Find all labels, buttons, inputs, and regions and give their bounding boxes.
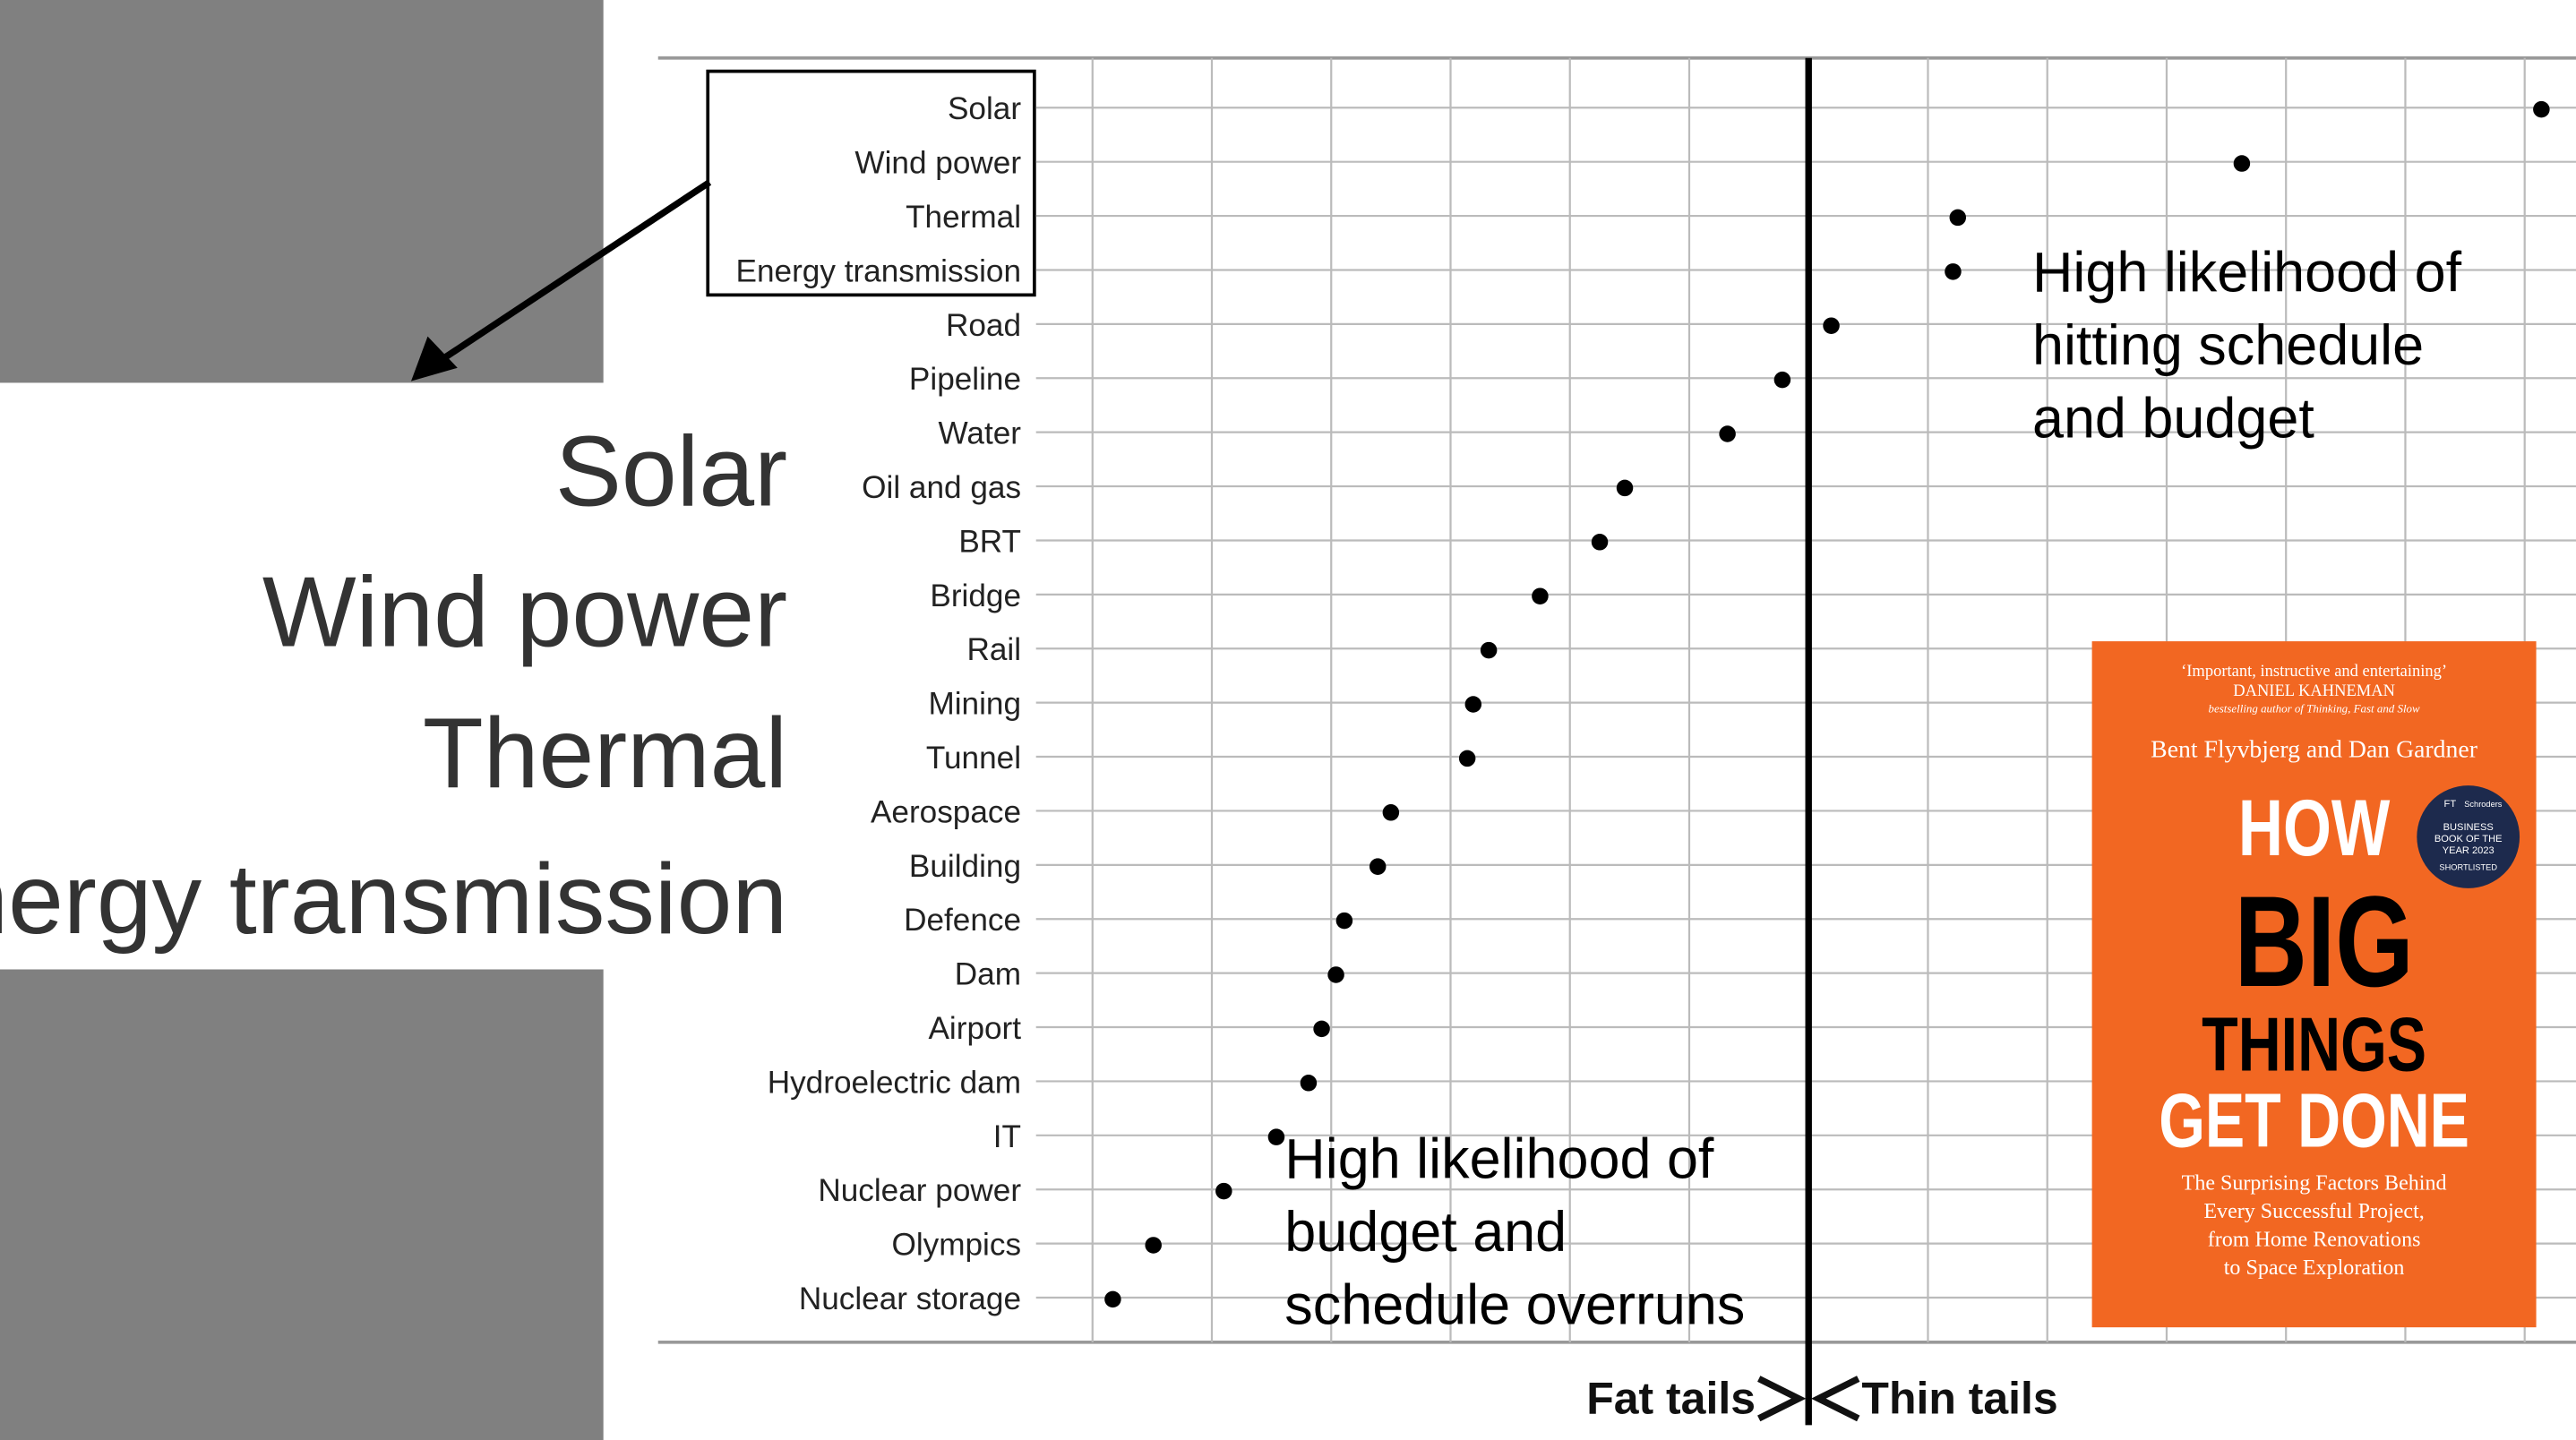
category-label: Wind power [854, 146, 1021, 181]
dot [2533, 100, 2550, 118]
zoom-label: Thermal [423, 697, 787, 809]
category-label: Solar [948, 91, 1021, 126]
cover-badge-text: BUSINESS [2443, 822, 2494, 833]
cover-badge [2417, 785, 2520, 888]
category-label: Building [909, 849, 1021, 884]
category-label: Airport [928, 1011, 1021, 1046]
x-left-label: Fat tails [1586, 1373, 1756, 1423]
dot [1267, 1128, 1285, 1145]
chevron [1757, 1376, 1807, 1422]
cover-badge-text: BOOK OF THE [2434, 834, 2503, 844]
dot [1300, 1075, 1318, 1092]
annotation: High likelihood of [1284, 1128, 1714, 1191]
category-label: Thermal [906, 200, 1021, 235]
cover-endorser: DANIEL KAHNEMAN [2233, 682, 2395, 700]
cover-subtitle: from Home Renovations [2208, 1229, 2421, 1252]
cover-badge-text: Schroders [2464, 800, 2503, 809]
cover-title: BIG [2235, 870, 2414, 1015]
cover-subtitle: to Space Exploration [2224, 1256, 2405, 1280]
cover-badge-text: FT [2444, 799, 2457, 810]
dot [1313, 1020, 1330, 1038]
dot [1773, 371, 1791, 389]
dot [1104, 1290, 1121, 1308]
dot [1480, 641, 1498, 659]
cover-badge-text: YEAR 2023 [2443, 845, 2494, 856]
dot [1532, 587, 1549, 604]
annotation: hitting schedule [2032, 314, 2424, 377]
cover-bg [2091, 641, 2537, 1328]
dot [1949, 209, 1967, 227]
cover-authors: Bent Flyvbjerg and Dan Gardner [2151, 736, 2477, 764]
category-label: Dam [955, 957, 1021, 992]
category-label: Nuclear storage [799, 1281, 1021, 1316]
dot [1823, 317, 1840, 334]
cover-badge-text: SHORTLISTED [2439, 862, 2497, 871]
zoom-label: Solar [555, 415, 787, 527]
dot [1616, 479, 1634, 497]
category-label: IT [993, 1119, 1021, 1154]
cover-title: HOW [2238, 784, 2391, 872]
cover-title: GET DONE [2159, 1079, 2469, 1164]
zoom-label: Energy transmission [0, 843, 787, 955]
dot [1458, 750, 1476, 767]
chevron [1811, 1376, 1860, 1422]
grey-panel [0, 969, 604, 1440]
dot [1382, 804, 1400, 821]
category-label: Bridge [930, 579, 1021, 613]
category-label: Aerospace [871, 794, 1021, 829]
zoom-label: Wind power [262, 556, 787, 668]
category-label: Water [939, 416, 1022, 451]
category-label: Energy transmission [736, 253, 1022, 288]
dot [1464, 696, 1482, 713]
category-label: Olympics [891, 1228, 1021, 1263]
dot [1591, 534, 1609, 551]
cover-quote: ‘Important, instructive and entertaining… [2181, 663, 2447, 681]
dot [1369, 858, 1387, 875]
category-label: Mining [928, 687, 1021, 722]
annotation: and budget [2032, 388, 2314, 450]
dot [1327, 966, 1344, 983]
cover-note: bestselling author of Thinking, Fast and… [2209, 702, 2421, 716]
annotation: High likelihood of [2032, 242, 2462, 304]
grey-panel [0, 0, 604, 383]
dot [1335, 912, 1353, 930]
zoom-labels: Solar Wind power Thermal Energy transmis… [0, 415, 787, 954]
category-label: BRT [958, 524, 1021, 559]
x-right-label: Thin tails [1861, 1373, 2057, 1423]
arrow-line [437, 179, 712, 364]
category-label: Road [946, 308, 1021, 343]
dot [1145, 1237, 1162, 1254]
dot [1719, 425, 1736, 442]
arrow-head [410, 336, 458, 381]
dot [2233, 155, 2251, 172]
dot [1215, 1182, 1232, 1200]
cover-subtitle: Every Successful Project, [2203, 1200, 2424, 1223]
category-label: Defence [904, 903, 1021, 938]
category-label: Nuclear power [818, 1173, 1021, 1208]
cover-subtitle: The Surprising Factors Behind [2182, 1172, 2447, 1196]
cover-title: THINGS [2202, 1003, 2426, 1088]
category-label: Hydroelectric dam [768, 1065, 1021, 1100]
category-label: Pipeline [909, 362, 1021, 397]
category-label: Oil and gas [862, 470, 1021, 505]
annotation: budget and [1284, 1201, 1567, 1264]
category-label: Rail [966, 632, 1021, 667]
book-cover: ‘Important, instructive and entertaining… [2091, 641, 2537, 1328]
category-label: Tunnel [926, 741, 1021, 776]
dot [1945, 263, 1962, 280]
annotation: schedule overruns [1284, 1273, 1745, 1336]
